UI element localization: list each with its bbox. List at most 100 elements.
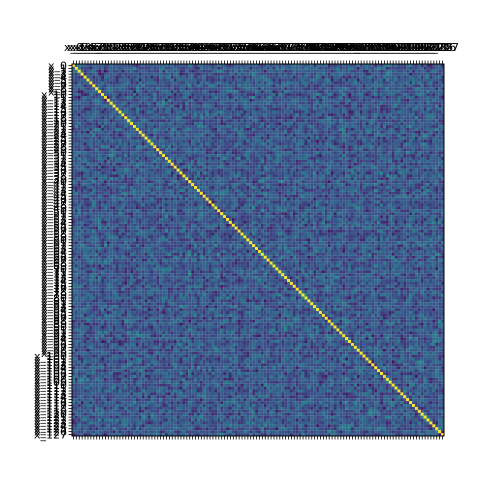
heatmap-cell	[391, 90, 395, 94]
heatmap-cell	[188, 101, 192, 105]
heatmap-cell	[339, 157, 343, 160]
heatmap-cell	[165, 84, 168, 88]
heatmap-cell	[333, 165, 337, 169]
heatmap-cell	[432, 127, 436, 131]
heatmap-cell	[298, 168, 302, 172]
heatmap-cell	[420, 75, 424, 79]
heatmap-cell	[426, 66, 430, 70]
heatmap-cell	[234, 171, 238, 175]
heatmap-cell	[196, 93, 200, 97]
heatmap-cell	[330, 157, 334, 160]
heatmap-cell	[135, 64, 139, 67]
heatmap-cell	[432, 174, 436, 178]
heatmap-cell	[287, 127, 291, 131]
heatmap-cell	[170, 171, 174, 175]
heatmap-cell	[106, 66, 110, 70]
heatmap-cell	[345, 125, 349, 128]
heatmap-cell	[185, 127, 189, 131]
heatmap-cell	[231, 154, 235, 158]
heatmap-cell	[380, 145, 384, 149]
heatmap-cell	[263, 72, 267, 76]
heatmap-cell	[208, 93, 212, 97]
heatmap-cell	[89, 142, 93, 146]
heatmap-cell	[400, 139, 404, 143]
heatmap-cell	[319, 78, 322, 82]
heatmap-cell	[324, 98, 328, 102]
heatmap-cell	[246, 113, 250, 117]
heatmap-cell	[130, 145, 134, 149]
heatmap-cell	[202, 154, 206, 158]
heatmap-cell	[98, 159, 102, 163]
heatmap-cell	[220, 162, 224, 166]
heatmap-cell	[371, 145, 375, 149]
heatmap-cell	[83, 72, 87, 76]
heatmap-cell	[127, 157, 131, 160]
heatmap-cell	[179, 119, 183, 123]
heatmap-cell	[368, 75, 372, 79]
heatmap-cell	[92, 90, 96, 94]
heatmap-cell	[176, 101, 180, 105]
heatmap-cell	[400, 154, 404, 158]
heatmap-cell	[159, 98, 163, 102]
heatmap-cell	[223, 171, 227, 175]
heatmap-cell	[336, 133, 340, 137]
heatmap-cell	[101, 136, 105, 140]
heatmap-cell	[182, 72, 186, 76]
heatmap-cell	[258, 64, 261, 67]
heatmap-cell	[101, 72, 105, 76]
heatmap-cell	[231, 171, 235, 175]
heatmap-cell	[327, 151, 331, 155]
heatmap-cell	[249, 168, 253, 172]
heatmap-cell	[319, 154, 322, 158]
heatmap-cell	[336, 69, 340, 73]
heatmap-cell	[194, 93, 198, 97]
heatmap-cell	[115, 157, 119, 160]
heatmap-cell	[307, 154, 311, 158]
heatmap-cell	[226, 130, 229, 134]
heatmap-cell	[324, 95, 328, 99]
heatmap-cell	[226, 69, 229, 73]
heatmap-cell	[339, 75, 343, 79]
heatmap-cell	[327, 165, 331, 169]
heatmap-cell	[400, 81, 404, 85]
heatmap-cell	[304, 72, 308, 76]
heatmap-cell	[179, 139, 183, 143]
heatmap-cell	[182, 119, 186, 123]
heatmap-cell	[124, 110, 128, 114]
heatmap-cell	[165, 119, 168, 123]
heatmap-cell	[397, 104, 401, 108]
heatmap-cell	[368, 127, 372, 131]
heatmap-cell	[409, 116, 413, 120]
heatmap-cell	[205, 72, 209, 76]
heatmap-cell	[423, 130, 427, 134]
heatmap-cell	[287, 78, 291, 82]
heatmap-cell	[240, 125, 244, 128]
heatmap-cell	[385, 113, 389, 117]
heatmap-cell	[374, 107, 378, 111]
heatmap-cell	[385, 125, 389, 128]
heatmap-cell	[420, 139, 424, 143]
heatmap-cell	[327, 127, 331, 131]
heatmap-cell	[188, 104, 192, 108]
heatmap-cell	[301, 133, 305, 137]
heatmap-cell	[356, 119, 360, 123]
heatmap-cell	[417, 113, 421, 117]
heatmap-cell	[260, 171, 264, 175]
heatmap-cell	[324, 107, 328, 111]
heatmap-cell	[292, 110, 296, 114]
heatmap-cell	[406, 127, 410, 131]
heatmap-cell	[327, 133, 331, 137]
heatmap-cell	[150, 116, 154, 120]
heatmap-cell	[199, 64, 203, 67]
heatmap-cell	[368, 154, 372, 158]
heatmap-cell	[260, 98, 264, 102]
heatmap-cell	[101, 157, 105, 160]
heatmap-cell	[362, 136, 366, 140]
heatmap-cell	[208, 125, 212, 128]
heatmap-cell	[179, 168, 183, 172]
heatmap-cell	[380, 75, 384, 79]
heatmap-cell	[147, 78, 151, 82]
heatmap-cell	[371, 162, 375, 166]
heatmap-cell	[162, 130, 166, 134]
heatmap-cell	[252, 159, 256, 163]
